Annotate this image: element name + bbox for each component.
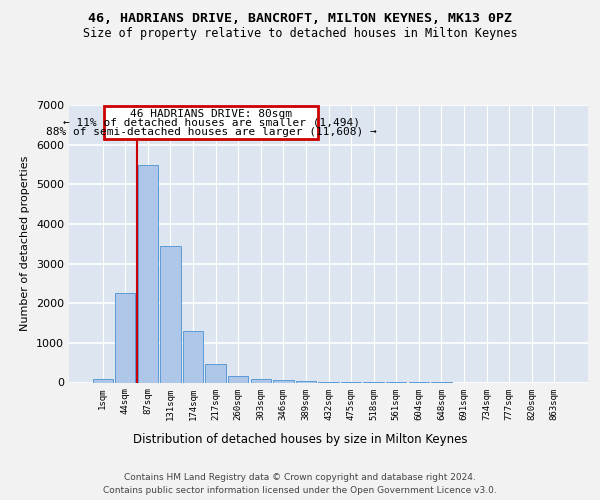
Bar [273, 380, 293, 382]
Text: 46, HADRIANS DRIVE, BANCROFT, MILTON KEYNES, MK13 0PZ: 46, HADRIANS DRIVE, BANCROFT, MILTON KEY… [88, 12, 512, 26]
Bar [183, 330, 203, 382]
Text: Distribution of detached houses by size in Milton Keynes: Distribution of detached houses by size … [133, 432, 467, 446]
Text: 46 HADRIANS DRIVE: 80sqm: 46 HADRIANS DRIVE: 80sqm [130, 108, 292, 118]
Text: ← 11% of detached houses are smaller (1,494): ← 11% of detached houses are smaller (1,… [62, 118, 359, 128]
Bar [138, 166, 158, 382]
Y-axis label: Number of detached properties: Number of detached properties [20, 156, 31, 332]
Text: Contains HM Land Registry data © Crown copyright and database right 2024.: Contains HM Land Registry data © Crown c… [124, 472, 476, 482]
Bar [160, 246, 181, 382]
Bar [228, 376, 248, 382]
Bar [104, 106, 319, 140]
Bar [205, 364, 226, 382]
Bar [251, 378, 271, 382]
Text: Contains public sector information licensed under the Open Government Licence v3: Contains public sector information licen… [103, 486, 497, 495]
Text: 88% of semi-detached houses are larger (11,608) →: 88% of semi-detached houses are larger (… [46, 127, 376, 137]
Bar [115, 292, 136, 382]
Text: Size of property relative to detached houses in Milton Keynes: Size of property relative to detached ho… [83, 28, 517, 40]
Bar [92, 380, 113, 382]
